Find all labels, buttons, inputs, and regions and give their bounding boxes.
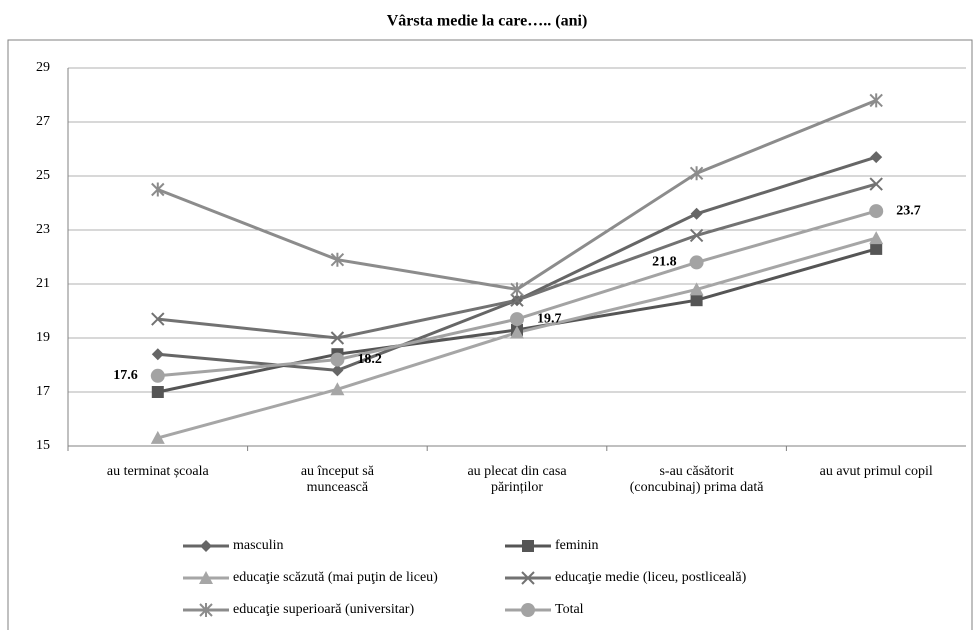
data-label: 23.7 bbox=[896, 203, 921, 218]
marker bbox=[510, 293, 524, 307]
chart-frame bbox=[7, 39, 973, 630]
y-tick-label: 19 bbox=[36, 330, 50, 345]
marker bbox=[510, 282, 524, 297]
y-tick-label: 29 bbox=[36, 60, 50, 75]
marker bbox=[689, 282, 704, 296]
x-tick-label: s-au căsătorit (concubinaj) prima dată bbox=[629, 464, 764, 495]
legend-marker bbox=[521, 603, 535, 617]
marker bbox=[689, 255, 704, 270]
legend-marker bbox=[199, 571, 213, 584]
marker bbox=[331, 364, 344, 377]
marker bbox=[330, 252, 345, 267]
data-label: 21.8 bbox=[652, 255, 677, 270]
x-tick-label: au plecat din casa părinților bbox=[467, 464, 567, 495]
x-tick-label: au început să muncească bbox=[300, 464, 374, 495]
marker bbox=[510, 312, 524, 327]
legend-label: educaţie scăzută (mai puţin de liceu) bbox=[233, 570, 438, 585]
marker bbox=[151, 386, 164, 398]
legend-label: educaţie superioară (universitar) bbox=[233, 602, 414, 617]
y-tick-label: 27 bbox=[36, 114, 50, 129]
data-label: 18.2 bbox=[357, 352, 382, 367]
marker bbox=[151, 182, 165, 197]
marker bbox=[869, 93, 883, 108]
legend-label: feminin bbox=[555, 538, 599, 553]
marker bbox=[151, 312, 165, 326]
marker bbox=[690, 207, 703, 220]
y-tick-label: 15 bbox=[36, 438, 50, 453]
data-label: 17.6 bbox=[113, 368, 138, 383]
x-tick-label: au terminat școala bbox=[106, 464, 209, 479]
marker bbox=[330, 352, 345, 367]
legend-marker bbox=[521, 571, 535, 585]
marker bbox=[690, 294, 703, 307]
x-tick-label: au avut primul copil bbox=[819, 464, 933, 479]
marker bbox=[151, 348, 164, 361]
series-line bbox=[157, 99, 877, 291]
y-tick-label: 23 bbox=[36, 222, 50, 237]
data-label: 19.7 bbox=[537, 311, 562, 326]
marker bbox=[330, 382, 345, 396]
marker bbox=[510, 325, 524, 339]
chart-title: Vârsta medie la care….. (ani) bbox=[387, 13, 588, 30]
marker bbox=[869, 231, 884, 245]
marker bbox=[870, 242, 883, 255]
marker bbox=[150, 430, 165, 444]
marker bbox=[150, 368, 165, 383]
legend-marker bbox=[522, 540, 534, 552]
legend-label: Total bbox=[555, 602, 584, 617]
marker bbox=[330, 331, 345, 345]
legend-marker bbox=[199, 603, 213, 617]
marker bbox=[689, 228, 704, 243]
marker bbox=[689, 166, 704, 181]
marker bbox=[869, 204, 884, 219]
y-tick-label: 21 bbox=[36, 276, 50, 291]
legend-marker bbox=[200, 540, 212, 552]
y-tick-label: 17 bbox=[36, 384, 50, 399]
marker bbox=[870, 151, 883, 164]
legend-label: educaţie medie (liceu, postliceală) bbox=[555, 570, 747, 585]
y-tick-label: 25 bbox=[36, 168, 50, 183]
marker bbox=[869, 177, 883, 191]
legend-label: masculin bbox=[233, 538, 284, 553]
